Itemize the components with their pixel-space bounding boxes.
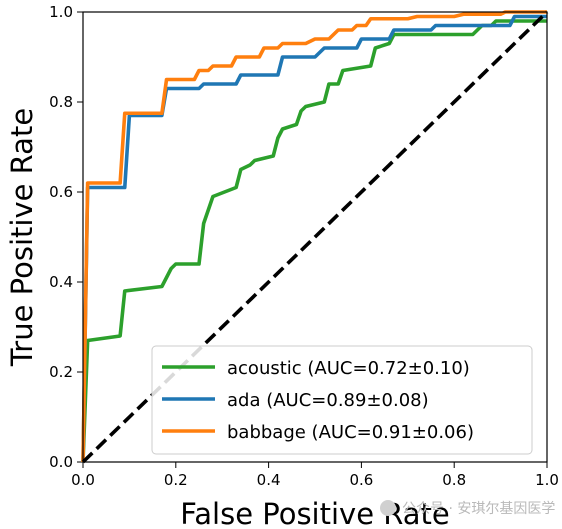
plot-frame — [82, 11, 548, 463]
y-tick-label: 0.4 — [49, 273, 73, 291]
watermark-text: 公众号 · 安琪尔基因医学 — [402, 500, 555, 517]
y-tick-label: 0.8 — [49, 93, 73, 111]
x-tick-label: 0.8 — [442, 471, 466, 489]
x-tick-label: 0.4 — [257, 471, 281, 489]
y-tick-label: 0.0 — [49, 453, 73, 471]
series-layer — [81, 10, 549, 464]
x-tick-label: 1.0 — [535, 471, 559, 489]
series-line-0 — [81, 19, 547, 463]
x-axis-title: False Positive Rate — [180, 497, 450, 529]
axis-ticks: 0.0 0.2 0.4 0.6 0.8 1.0 0.0 0.2 0.4 0.6 0.8 1.0 — [49, 3, 559, 489]
series-line-2 — [81, 10, 547, 463]
series-line-1 — [81, 14, 547, 463]
x-tick-label: 0.6 — [349, 471, 373, 489]
y-tick-label: 0.6 — [49, 183, 73, 201]
legend-box — [151, 345, 533, 455]
x-tick-label: 0.2 — [164, 471, 188, 489]
legend-label-1: ada (AUC=0.89±0.08) — [227, 390, 429, 411]
watermark-icon — [380, 500, 396, 516]
y-axis-title: True Positive Rate — [5, 108, 39, 367]
x-tick-label: 0.0 — [71, 471, 95, 489]
y-tick-label: 1.0 — [49, 3, 73, 21]
legend-label-2: babbage (AUC=0.91±0.06) — [227, 422, 474, 443]
legend-label-0: acoustic (AUC=0.72±0.10) — [227, 358, 470, 379]
legend: acoustic (AUC=0.72±0.10) ada (AUC=0.89±0.… — [151, 345, 533, 455]
watermark: 公众号 · 安琪尔基因医学 — [380, 500, 555, 517]
y-tick-label: 0.2 — [49, 363, 73, 381]
